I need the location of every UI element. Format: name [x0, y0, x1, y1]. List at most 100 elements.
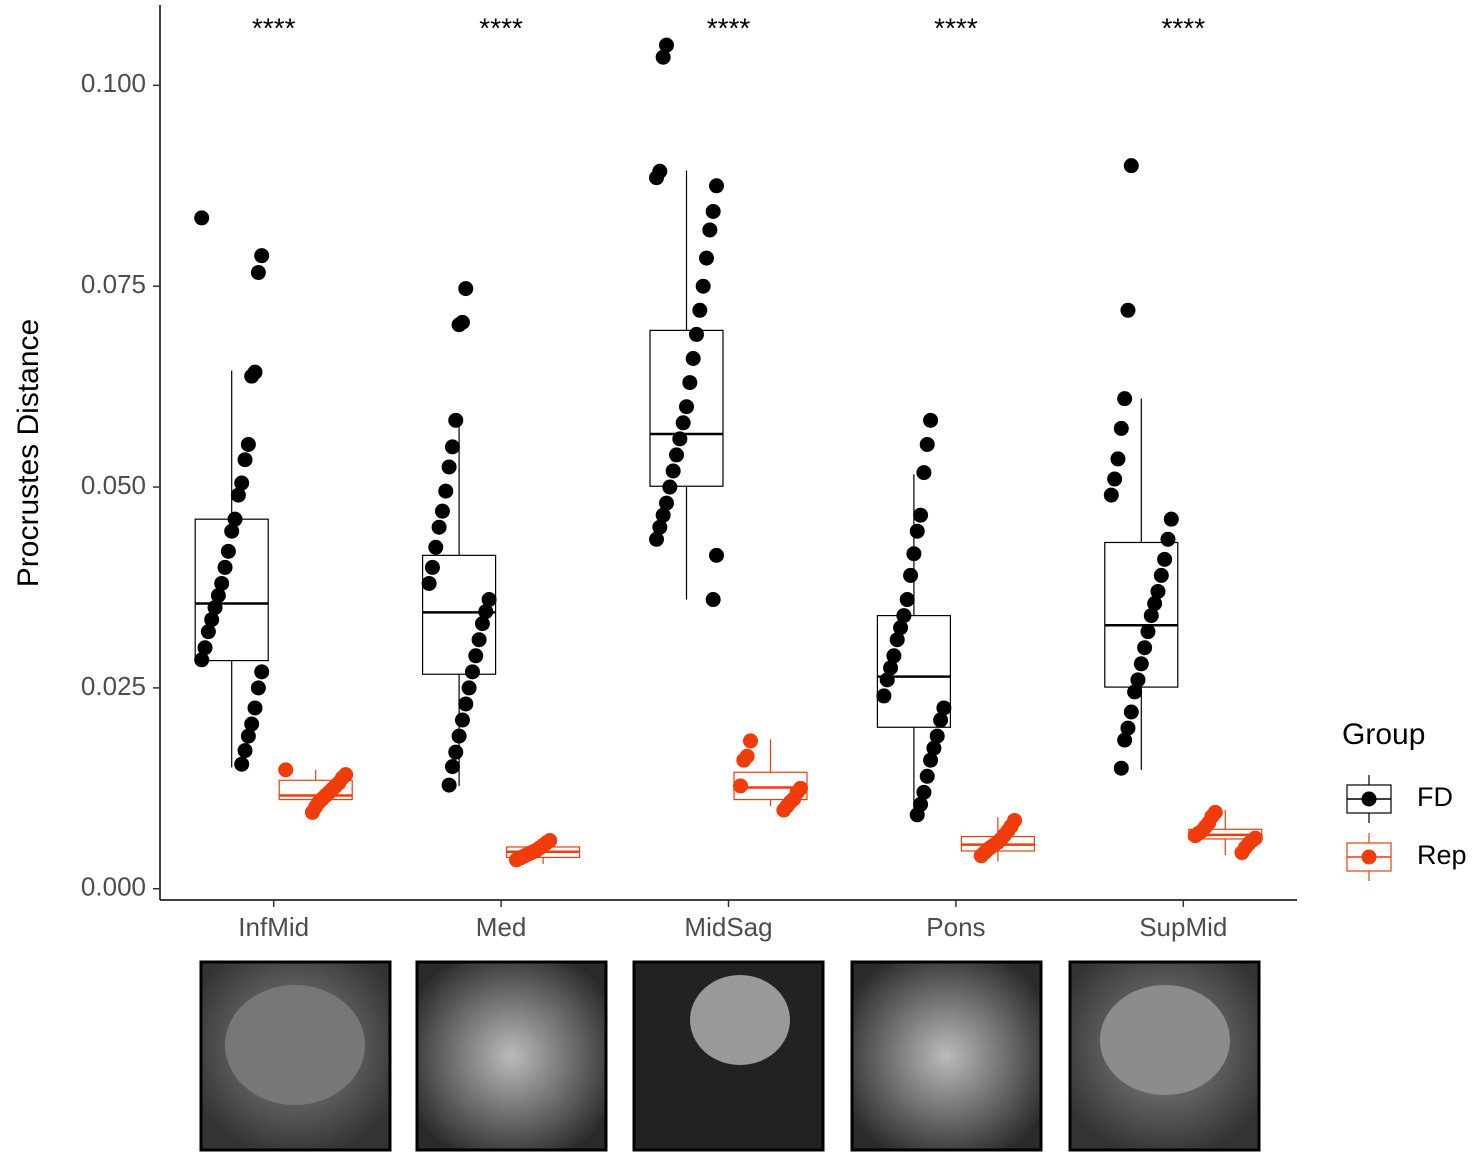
point: [672, 431, 688, 447]
point: [662, 479, 678, 495]
point: [906, 546, 922, 562]
box: [1104, 541, 1179, 688]
y-tick-label: 0.075: [81, 269, 146, 299]
point: [652, 519, 668, 535]
point: [474, 616, 490, 632]
point: [665, 463, 681, 479]
point: [659, 37, 674, 53]
point: [441, 777, 457, 793]
box: [194, 518, 269, 662]
point: [434, 503, 450, 519]
point: [886, 648, 902, 664]
point: [1147, 596, 1163, 612]
annotation: ****: [934, 12, 978, 43]
point: [1113, 760, 1129, 776]
point: [1187, 828, 1203, 844]
images: [199, 960, 1261, 1152]
point: [458, 696, 474, 712]
legend-label: FD: [1417, 782, 1453, 812]
point: [224, 523, 240, 539]
point: [444, 759, 460, 775]
point: [659, 495, 674, 511]
point: [237, 743, 253, 759]
y-tick-label: 0.100: [81, 68, 146, 98]
point: [254, 664, 270, 680]
point: [1103, 487, 1119, 503]
image-shape: [225, 985, 365, 1105]
point: [210, 588, 226, 604]
point: [508, 852, 524, 868]
point: [304, 804, 320, 820]
point: [695, 278, 711, 294]
point: [234, 756, 250, 772]
point: [1117, 391, 1133, 407]
point: [441, 459, 457, 475]
point: [899, 592, 915, 608]
point: [776, 802, 792, 818]
point: [655, 507, 671, 523]
point: [929, 728, 945, 744]
point: [438, 483, 454, 499]
point: [1133, 656, 1149, 672]
point: [699, 250, 714, 266]
point: [649, 170, 664, 186]
point: [458, 281, 474, 297]
point: [278, 762, 294, 778]
point: [1153, 567, 1169, 583]
box: [422, 554, 497, 675]
point: [444, 439, 460, 455]
point: [250, 680, 266, 696]
point: [923, 752, 939, 768]
point: [1127, 684, 1143, 700]
point: [421, 575, 437, 591]
point: [936, 700, 952, 716]
x-tick-label: Med: [476, 912, 527, 942]
point: [705, 592, 721, 608]
point: [1234, 845, 1250, 861]
point: [1120, 302, 1136, 318]
point: [230, 487, 246, 503]
point: [1160, 531, 1176, 547]
point: [244, 716, 260, 732]
y-axis-title: Procrustes Distance: [12, 319, 45, 587]
box: [876, 614, 952, 728]
x-tick-label: Pons: [926, 912, 985, 942]
point: [919, 768, 935, 784]
point: [736, 752, 752, 768]
point: [916, 784, 932, 800]
point: [471, 632, 487, 648]
point: [461, 680, 477, 696]
point: [451, 317, 467, 333]
point: [478, 604, 494, 620]
point: [431, 519, 447, 535]
point: [247, 700, 263, 716]
point: [468, 648, 484, 664]
image-med: [415, 960, 608, 1152]
point: [244, 368, 260, 384]
point: [1143, 608, 1159, 624]
y-tick-label: 0.000: [81, 872, 146, 902]
point: [250, 265, 266, 281]
point: [655, 49, 671, 65]
point: [197, 640, 213, 656]
point: [451, 728, 467, 744]
point: [919, 436, 935, 452]
point: [237, 452, 253, 468]
point: [200, 624, 216, 640]
point: [217, 559, 233, 575]
point: [1130, 672, 1146, 688]
point: [876, 688, 892, 704]
y-tick-label: 0.050: [81, 470, 146, 500]
annotation: ****: [252, 12, 296, 43]
point: [240, 436, 256, 452]
point: [464, 664, 480, 680]
point: [926, 740, 942, 756]
point: [227, 511, 243, 527]
point: [675, 415, 691, 431]
x-tick-label: MidSag: [684, 912, 772, 942]
point: [194, 652, 210, 668]
point: [896, 608, 912, 624]
x-tick-label: InfMid: [238, 912, 309, 942]
point: [903, 567, 919, 583]
point: [1123, 704, 1139, 720]
